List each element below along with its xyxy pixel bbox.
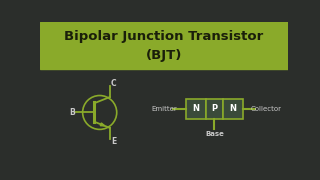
Text: P: P <box>211 104 217 113</box>
Bar <box>206 99 223 119</box>
Bar <box>186 99 206 119</box>
Text: Bipolar Junction Transistor: Bipolar Junction Transistor <box>64 30 264 44</box>
Text: Base: Base <box>205 131 224 137</box>
Bar <box>223 99 243 119</box>
Bar <box>40 22 288 69</box>
Text: C: C <box>111 79 116 88</box>
Text: Collector: Collector <box>251 106 282 112</box>
Text: Emitter: Emitter <box>151 106 177 112</box>
Text: (BJT): (BJT) <box>146 49 182 62</box>
Text: B: B <box>70 108 76 117</box>
Text: E: E <box>111 137 116 146</box>
Text: N: N <box>229 104 236 113</box>
Text: N: N <box>192 104 199 113</box>
Polygon shape <box>100 123 105 126</box>
